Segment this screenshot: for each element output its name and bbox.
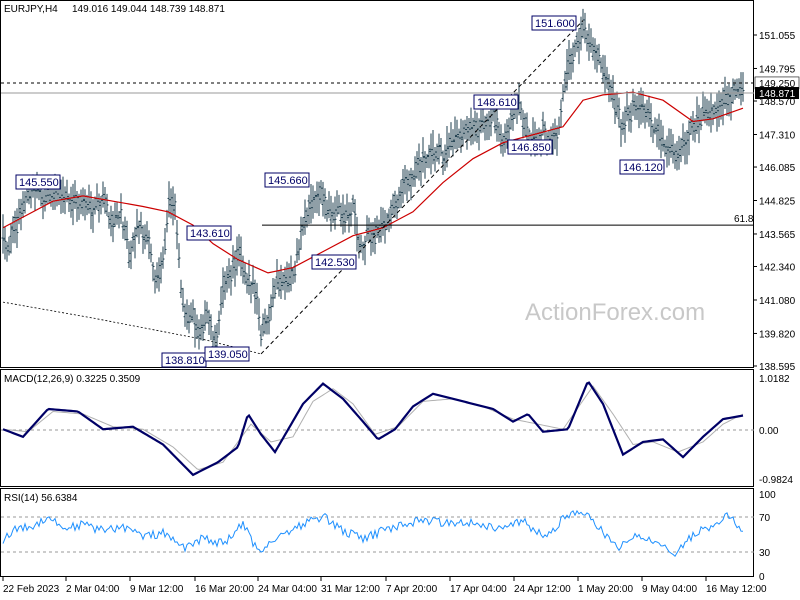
rsi-line <box>2 509 744 557</box>
price-bars <box>1 8 745 360</box>
macd-axis-zero: 0.00 <box>759 426 779 437</box>
price-tick-label: 144.825 <box>759 197 796 208</box>
annotation-148.610: 148.610 <box>473 94 519 110</box>
price-tick-label: 149.795 <box>759 64 796 75</box>
price-tick-label: 147.310 <box>759 130 796 141</box>
annotation-text: 142.530 <box>315 257 355 269</box>
annotation-text: 151.600 <box>535 18 575 30</box>
annotation-text: 138.810 <box>165 355 205 367</box>
resistance-tag: 149.250 <box>754 76 800 90</box>
macd-lines <box>2 381 744 477</box>
time-axis: 22 Feb 2023 2 Mar 04:00 9 Mar 12:00 16 Mar … <box>2 577 767 595</box>
rsi-axis-70: 70 <box>759 513 771 524</box>
annotation-text: 146.850 <box>511 142 551 154</box>
price-tick-label: 142.340 <box>759 263 796 274</box>
annotation-151.600: 151.600 <box>531 15 577 31</box>
price-tick-label: 143.565 <box>759 230 796 241</box>
time-tick-label: 22 Feb 2023 <box>3 584 60 595</box>
price-annotations: 145.550 143.610 138.810 139.050 145.660 142.5… <box>15 15 665 368</box>
annotation-text: 145.550 <box>19 177 59 189</box>
time-tick-label: 24 Apr 12:00 <box>514 584 571 595</box>
annotation-146.850: 146.850 <box>507 139 553 155</box>
annotation-146.120: 146.120 <box>619 159 665 175</box>
price-tick-label: 139.820 <box>759 329 796 340</box>
time-tick-label: 16 Mar 20:00 <box>195 584 254 595</box>
annotation-145.550: 145.550 <box>15 174 61 190</box>
time-tick-label: 9 May 04:00 <box>642 584 697 595</box>
svg-text:148.871: 148.871 <box>759 89 796 100</box>
price-tick-label: 151.055 <box>759 31 796 42</box>
rsi-axis-100: 100 <box>759 490 776 501</box>
price-axis: 151.055 149.795 148.570 147.310 146.085 144.8… <box>754 31 796 373</box>
rsi-polyline <box>2 509 744 557</box>
time-tick-label: 1 May 20:00 <box>578 584 633 595</box>
rsi-axis-30: 30 <box>759 548 771 559</box>
fib-label: 61.8 <box>734 214 754 225</box>
dashed-trendline <box>260 20 584 355</box>
dashed-trendline-segment <box>260 20 584 355</box>
moving-average <box>2 91 744 274</box>
annotation-145.660: 145.660 <box>264 172 310 188</box>
annotation-142.530: 142.530 <box>311 254 357 270</box>
rsi-panel <box>0 488 754 577</box>
watermark: ActionForex.com <box>525 299 705 326</box>
annotation-143.610: 143.610 <box>186 225 232 241</box>
price-tick-label: 148.570 <box>759 97 796 108</box>
annotation-text: 146.120 <box>623 162 663 174</box>
price-tick-label: 146.085 <box>759 163 796 174</box>
macd-title: MACD(12,26,9) 0.3225 0.3509 <box>4 374 141 385</box>
macd-axis-bottom: -0.9824 <box>759 475 793 486</box>
annotation-139.050: 139.050 <box>204 346 250 362</box>
chart-ohlc: 149.016 149.044 148.739 148.871 <box>72 4 225 15</box>
annotation-text: 148.610 <box>477 97 517 109</box>
time-tick-label: 17 Apr 04:00 <box>450 584 507 595</box>
time-tick-label: 9 Mar 12:00 <box>130 584 184 595</box>
time-tick-label: 24 Mar 04:00 <box>258 584 317 595</box>
time-tick-label: 7 Apr 20:00 <box>386 584 438 595</box>
chart-symbol: EURJPY,H4 <box>4 4 58 15</box>
macd-main-line <box>2 381 744 477</box>
annotation-138.810: 138.810 <box>161 352 207 368</box>
svg-text:149.250: 149.250 <box>759 79 796 90</box>
annotation-text: 145.660 <box>268 175 308 187</box>
annotation-text: 139.050 <box>208 349 248 361</box>
rsi-title: RSI(14) 56.6384 <box>4 493 78 504</box>
time-tick-label: 2 Mar 04:00 <box>66 584 120 595</box>
time-tick-label: 31 Mar 12:00 <box>321 584 380 595</box>
price-tick-label: 141.080 <box>759 296 796 307</box>
macd-axis-top: 1.0182 <box>759 374 790 385</box>
rsi-axis-0: 0 <box>759 572 765 583</box>
annotation-text: 143.610 <box>190 228 230 240</box>
current-price-tag: 148.871 <box>755 87 799 100</box>
price-panel <box>0 0 754 368</box>
time-tick-label: 16 May 12:00 <box>706 584 767 595</box>
price-tick-label: 138.595 <box>759 362 796 373</box>
ma-line <box>2 91 744 274</box>
